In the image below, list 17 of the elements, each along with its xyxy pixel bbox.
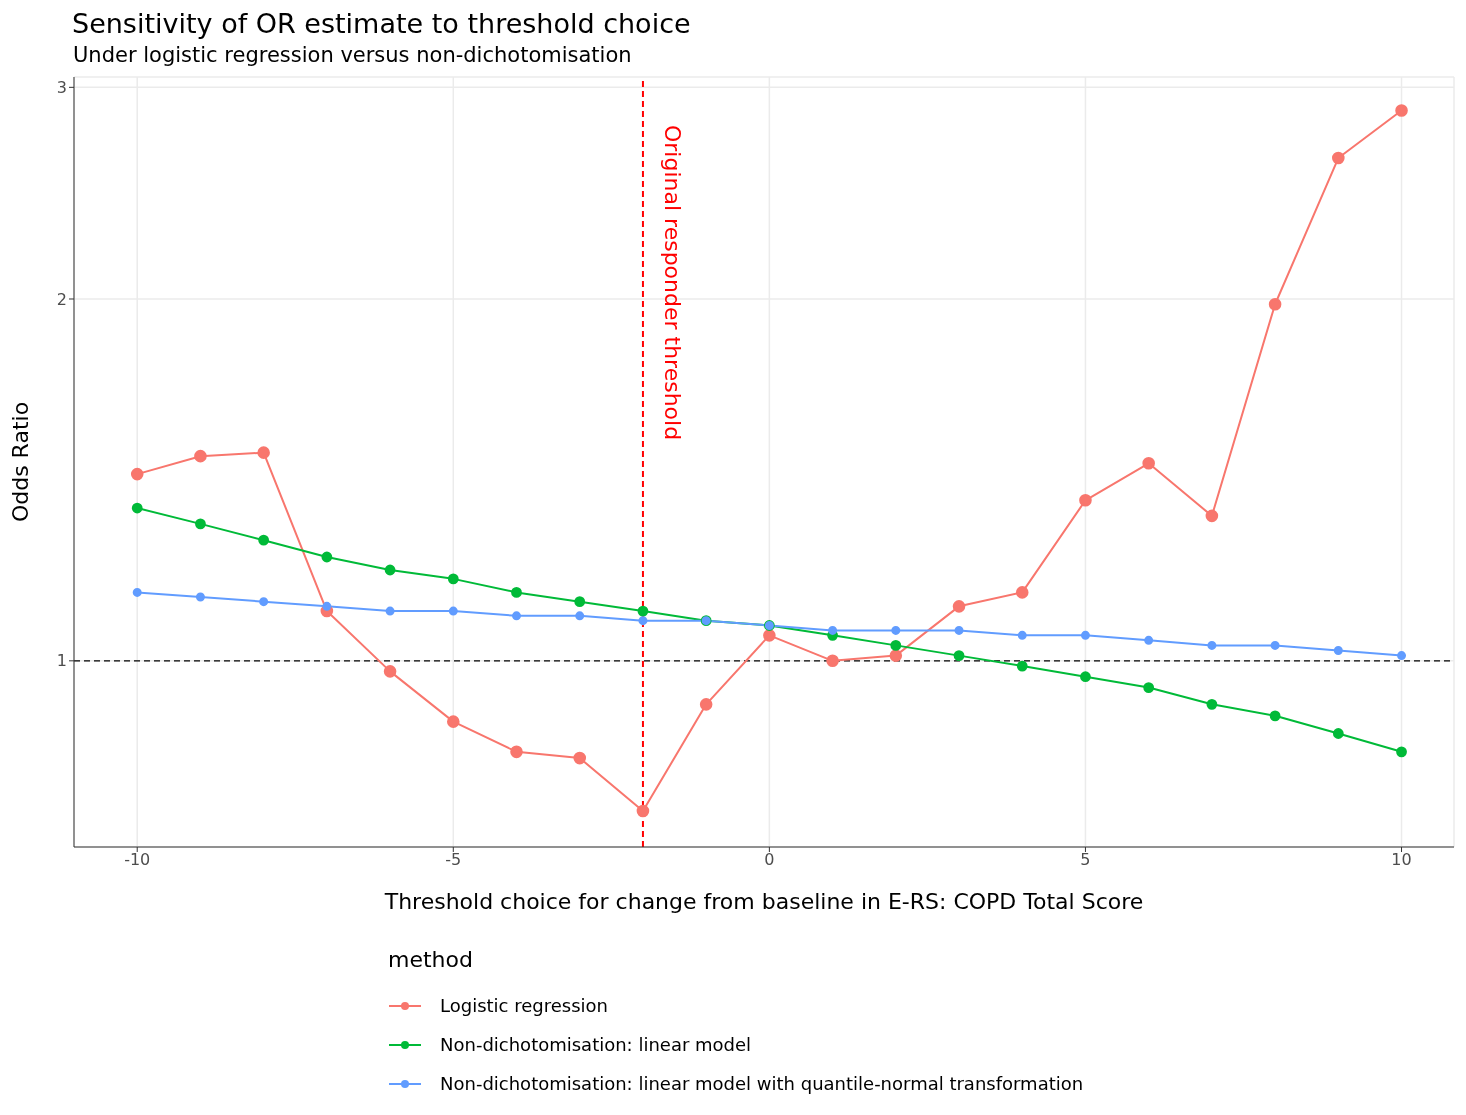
legend-label: Logistic regression [440,995,608,1016]
y-tick-label: 1 [56,651,67,671]
y-axis-title: Odds Ratio [7,401,33,523]
legend-label: Non-dichotomisation: linear model with quantile-normal transformation [440,1073,1084,1094]
y-tick-label: 3 [56,78,67,98]
y-tick-label: 2 [56,289,67,309]
x-tick-label: -10 [124,850,151,870]
chart-subtitle: Under logistic regression versus non-dichotomisation [73,43,633,67]
legend-title: method [388,947,474,972]
chart-title: Sensitivity of OR estimate to threshold choice [72,8,692,39]
x-axis-title: Threshold choice for change from baseline in E-RS: COPD Total Score [383,889,1144,914]
x-tick-label: 10 [1391,850,1412,870]
legend-label: Non-dichotomisation: linear model [440,1034,752,1055]
x-tick-label: -5 [445,850,462,870]
ref-line-label: Original responder threshold [659,125,685,441]
x-tick-label: 5 [1080,850,1091,870]
x-tick-label: 0 [764,850,775,870]
